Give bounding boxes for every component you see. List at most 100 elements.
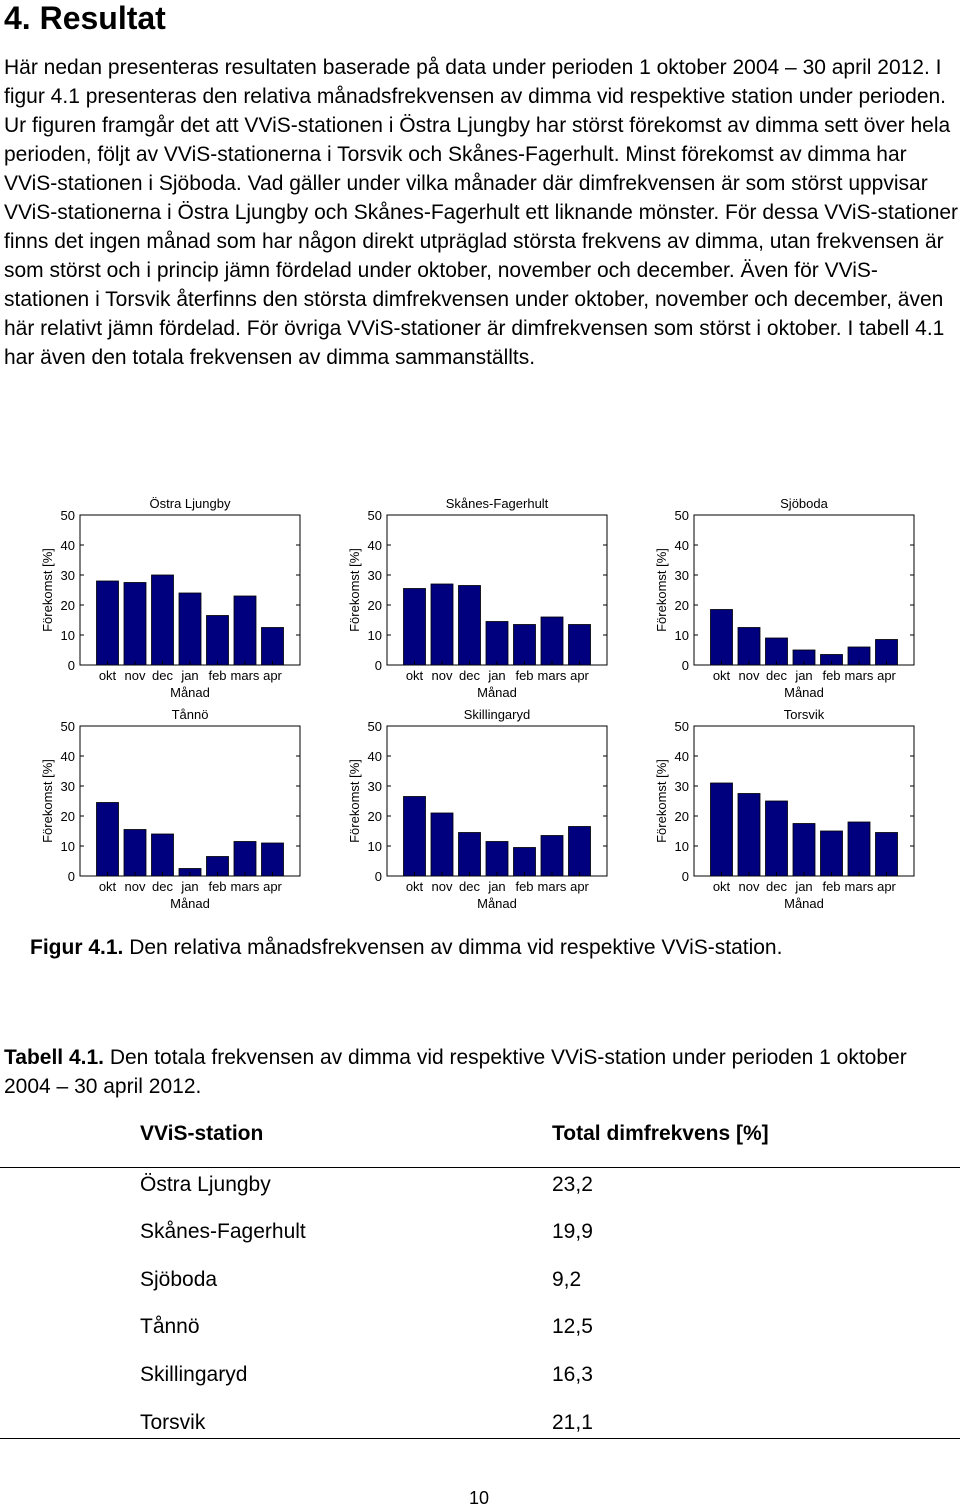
y-tick-label: 30 [61, 568, 75, 583]
y-tick-label: 20 [368, 809, 382, 824]
bar [820, 830, 843, 877]
y-tick-label: 40 [368, 538, 382, 553]
y-tick-label: 50 [675, 719, 689, 734]
table-cell-station: Torsvik [140, 1411, 206, 1434]
y-tick-label: 50 [61, 508, 75, 523]
y-tick-label: 40 [368, 749, 382, 764]
section-title: 4. Resultat [4, 0, 166, 36]
bar [737, 627, 761, 666]
x-tick-label: okt [713, 668, 731, 683]
x-tick-label: nov [125, 668, 146, 683]
x-tick-label: feb [515, 879, 533, 894]
table-caption-text: Den totala frekvensen av dimma vid respe… [4, 1046, 907, 1098]
figure-caption: Figur 4.1. Den relativa månadsfrekvensen… [30, 936, 782, 960]
x-tick-label: okt [406, 668, 424, 683]
x-tick-label: dec [766, 879, 787, 894]
bar [540, 616, 564, 666]
table-cell-station: Skånes-Fagerhult [140, 1220, 306, 1243]
bar [233, 595, 257, 666]
x-axis-label: Månad [170, 896, 210, 911]
x-tick-label: jan [487, 879, 505, 894]
bar [403, 796, 426, 877]
bar [403, 588, 426, 666]
table-caption: Tabell 4.1. Den totala frekvensen av dim… [4, 1043, 954, 1101]
x-tick-label: apr [877, 668, 896, 683]
x-tick-label: jan [794, 879, 812, 894]
y-tick-label: 0 [68, 869, 75, 884]
table-cell-frequency: 23,2 [552, 1173, 593, 1196]
y-tick-label: 0 [682, 658, 689, 673]
y-tick-label: 10 [368, 839, 382, 854]
y-tick-label: 40 [61, 749, 75, 764]
x-tick-label: mars [845, 879, 874, 894]
y-tick-label: 50 [368, 508, 382, 523]
y-tick-label: 20 [675, 598, 689, 613]
y-tick-label: 30 [675, 779, 689, 794]
bar [178, 592, 202, 666]
table-top-rule [0, 1167, 960, 1168]
table-bottom-rule [0, 1438, 960, 1439]
table-cell-station: Tånnö [140, 1315, 200, 1338]
chart-title: Torsvik [784, 707, 825, 722]
bar [261, 842, 284, 877]
x-axis-label: Månad [784, 896, 824, 911]
table-cell-frequency: 19,9 [552, 1220, 593, 1243]
x-tick-label: feb [822, 879, 840, 894]
table-header-station: VViS-station [140, 1122, 264, 1145]
bar [540, 835, 564, 877]
x-axis-label: Månad [477, 896, 517, 911]
bar [568, 826, 591, 877]
y-tick-label: 10 [675, 628, 689, 643]
x-tick-label: dec [459, 879, 480, 894]
x-tick-label: apr [570, 668, 589, 683]
x-tick-label: mars [538, 879, 567, 894]
table-cell-frequency: 16,3 [552, 1363, 593, 1386]
y-tick-label: 20 [61, 809, 75, 824]
y-tick-label: 10 [61, 628, 75, 643]
bar [737, 793, 761, 877]
chart-title: Östra Ljungby [150, 496, 231, 511]
y-axis-label: Förekomst [%] [40, 548, 55, 632]
x-tick-label: dec [152, 879, 173, 894]
y-axis-label: Förekomst [%] [347, 759, 362, 843]
x-tick-label: jan [487, 668, 505, 683]
x-tick-label: mars [231, 668, 260, 683]
x-tick-label: feb [515, 668, 533, 683]
x-tick-label: nov [739, 879, 760, 894]
y-tick-label: 50 [368, 719, 382, 734]
y-tick-label: 50 [675, 508, 689, 523]
table-cell-station: Östra Ljungby [140, 1173, 271, 1196]
table-cell-frequency: 21,1 [552, 1411, 593, 1434]
x-tick-label: feb [208, 879, 226, 894]
x-tick-label: okt [406, 879, 424, 894]
y-tick-label: 40 [675, 538, 689, 553]
x-axis-label: Månad [477, 685, 517, 700]
y-tick-label: 0 [375, 658, 382, 673]
chart-title: Sjöboda [780, 496, 828, 511]
bar [96, 802, 119, 877]
body-paragraph: Här nedan presenteras resultaten baserad… [4, 56, 959, 369]
table-cell-frequency: 12,5 [552, 1315, 593, 1338]
bar [765, 800, 788, 877]
x-tick-label: mars [845, 668, 874, 683]
y-tick-label: 0 [68, 658, 75, 673]
bar [206, 615, 229, 666]
bar [847, 821, 871, 877]
y-tick-label: 20 [675, 809, 689, 824]
x-tick-label: okt [99, 668, 117, 683]
y-tick-label: 10 [61, 839, 75, 854]
bar [430, 583, 454, 666]
figure-caption-text: Den relativa månadsfrekvensen av dimma v… [123, 936, 783, 959]
x-tick-label: dec [766, 668, 787, 683]
x-tick-label: dec [152, 668, 173, 683]
x-tick-label: feb [822, 668, 840, 683]
x-axis-label: Månad [170, 685, 210, 700]
figure-caption-label: Figur 4.1. [30, 936, 124, 959]
bar [710, 609, 733, 666]
x-tick-label: mars [538, 668, 567, 683]
table-header-frequency: Total dimfrekvens [%] [552, 1122, 769, 1145]
x-tick-label: feb [208, 668, 226, 683]
y-axis-label: Förekomst [%] [654, 548, 669, 632]
x-tick-label: apr [570, 879, 589, 894]
